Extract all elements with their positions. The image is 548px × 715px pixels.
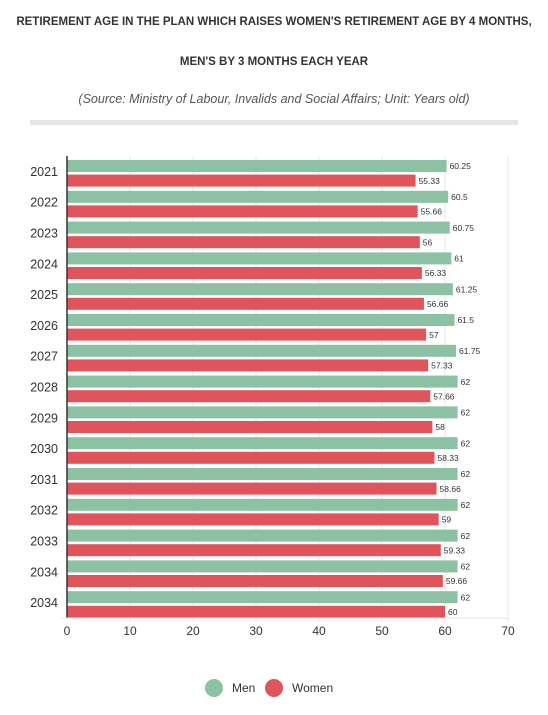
data-label-men: 60.75 (453, 223, 475, 233)
bar-men (67, 560, 458, 573)
legend-label-men: Men (232, 681, 256, 695)
data-label-men: 61.5 (457, 315, 474, 325)
bar-women (67, 544, 441, 557)
chart-title-line-1: RETIREMENT AGE IN THE PLAN WHICH RAISES … (16, 16, 532, 28)
data-label-women: 56 (423, 237, 433, 247)
data-label-women: 57.66 (433, 391, 455, 401)
y-category-label: 2033 (30, 535, 58, 549)
bar-women (67, 267, 422, 279)
bar-men (67, 221, 450, 234)
bar-women (67, 421, 433, 433)
x-tick-label: 70 (501, 624, 515, 638)
y-category-label: 2023 (30, 227, 58, 241)
bar-women (67, 236, 420, 249)
legend-label-women: Women (292, 681, 334, 695)
bar-men (67, 160, 447, 172)
y-category-label: 2024 (30, 257, 58, 271)
data-label-men: 61.25 (456, 284, 478, 294)
x-tick-label: 40 (312, 624, 326, 638)
data-label-women: 55.66 (421, 207, 443, 217)
data-label-men: 62 (461, 469, 471, 479)
y-category-label: 2021 (30, 165, 58, 179)
bar-women (67, 482, 437, 495)
bar-women (67, 451, 435, 464)
x-tick-label: 60 (438, 624, 452, 638)
chart-legend: Men Women (0, 677, 548, 699)
bar-women (67, 359, 429, 372)
bar-men (67, 314, 455, 326)
x-tick-label: 50 (375, 624, 389, 638)
bar-women (67, 605, 445, 618)
y-category-label: 2032 (30, 504, 58, 518)
data-label-women: 59.66 (446, 576, 468, 586)
x-tick-label: 20 (186, 624, 200, 638)
chart-title-line-2: MEN'S BY 3 MONTHS EACH YEAR (179, 56, 369, 68)
bar-men (67, 252, 452, 265)
data-label-men: 62 (461, 592, 471, 602)
y-category-label: 2030 (30, 442, 58, 456)
bar-men (67, 406, 458, 419)
bar-women (67, 575, 443, 587)
data-label-men: 62 (461, 500, 471, 510)
x-tick-label: 30 (249, 624, 263, 638)
y-category-label: 2028 (30, 381, 58, 395)
bar-women (67, 328, 427, 341)
data-label-women: 60 (448, 607, 458, 617)
bar-men (67, 468, 458, 480)
data-label-men: 60.25 (450, 161, 472, 171)
y-category-label: 2029 (30, 411, 58, 425)
y-category-label: 2034 (30, 596, 58, 610)
bar-women (67, 513, 439, 526)
data-label-women: 56.66 (427, 299, 449, 309)
bar-women (67, 174, 416, 187)
bar-men (67, 437, 458, 450)
bar-men (67, 498, 458, 511)
y-category-label: 2022 (30, 196, 58, 210)
data-label-men: 62 (461, 377, 471, 387)
bar-men (67, 375, 458, 388)
bar-men (67, 190, 449, 203)
data-label-men: 61 (454, 254, 464, 264)
data-label-women: 58 (435, 422, 445, 432)
data-label-women: 57 (429, 330, 439, 340)
bar-men (67, 529, 458, 542)
data-label-women: 59 (442, 515, 452, 525)
data-label-men: 62 (461, 531, 471, 541)
legend-swatch-women (265, 679, 283, 697)
data-label-women: 56.33 (425, 268, 447, 278)
legend-item-men[interactable]: Men (205, 677, 255, 699)
bar-men (67, 344, 457, 357)
bar-women (67, 390, 431, 403)
data-label-men: 61.75 (459, 346, 481, 356)
legend-swatch-men (205, 679, 223, 697)
bar-women (67, 297, 424, 310)
chart-subtitle: (Source: Ministry of Labour, Invalids an… (78, 92, 470, 106)
y-category-label: 2031 (30, 473, 58, 487)
y-category-label: 2034 (30, 565, 58, 579)
data-label-women: 57.33 (431, 361, 453, 371)
data-label-men: 62 (461, 562, 471, 572)
data-label-men: 62 (461, 438, 471, 448)
data-label-women: 58.33 (437, 453, 459, 463)
y-category-label: 2026 (30, 319, 58, 333)
y-category-label: 2025 (30, 288, 58, 302)
bar-men (67, 283, 453, 296)
legend-item-women[interactable]: Women (265, 677, 333, 699)
x-tick-label: 0 (64, 624, 71, 638)
bar-women (67, 205, 418, 218)
data-label-women: 58.66 (440, 484, 462, 494)
data-label-women: 55.33 (419, 176, 441, 186)
x-tick-label: 10 (123, 624, 137, 638)
y-category-label: 2027 (30, 350, 58, 364)
data-label-men: 62 (461, 408, 471, 418)
bar-men (67, 591, 458, 604)
data-label-men: 60.5 (451, 192, 468, 202)
header-divider (30, 120, 518, 125)
data-label-women: 59.33 (444, 545, 466, 555)
